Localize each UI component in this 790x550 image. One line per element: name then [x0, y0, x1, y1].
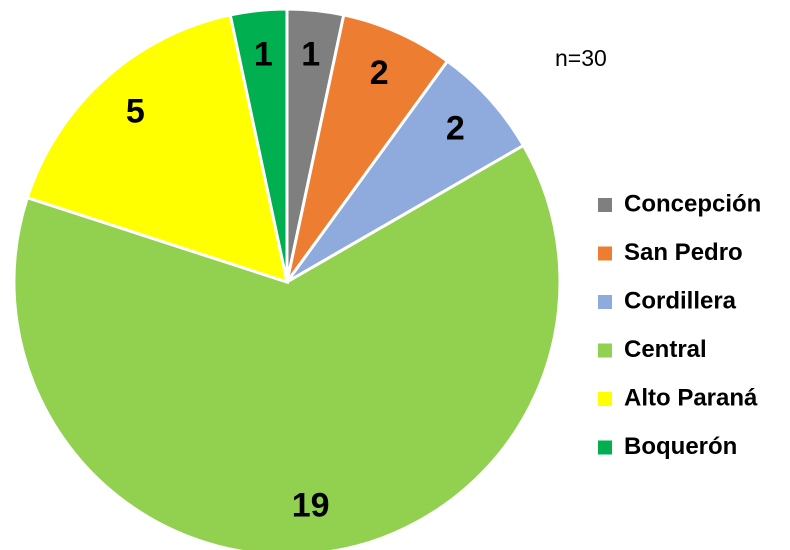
pie-slice [285, 59, 526, 284]
legend-label: San Pedro [624, 239, 743, 266]
data-label: 2 [370, 54, 389, 92]
legend-swatch [598, 198, 612, 212]
data-label: 5 [126, 93, 145, 131]
data-label: 1 [254, 36, 273, 74]
pie-slice [25, 13, 290, 285]
annotation: n=30 [555, 45, 607, 71]
legend-label: Cordillera [624, 287, 737, 314]
legend-label: Central [624, 336, 707, 363]
pie-slice [228, 7, 289, 283]
legend-swatch [598, 295, 612, 309]
legend-swatch [598, 343, 612, 358]
data-label: 19 [292, 486, 330, 524]
legend-label: Concepción [624, 190, 761, 217]
legend-swatch [598, 392, 612, 406]
legend-label: Boquerón [624, 433, 737, 460]
data-label: 2 [446, 109, 465, 147]
legend-swatch [598, 246, 612, 261]
pie-slice [285, 13, 450, 283]
legend-swatch [598, 440, 612, 455]
data-label: 1 [301, 36, 320, 74]
legend-label: Alto Paraná [624, 384, 758, 411]
pie-slice [12, 143, 562, 550]
